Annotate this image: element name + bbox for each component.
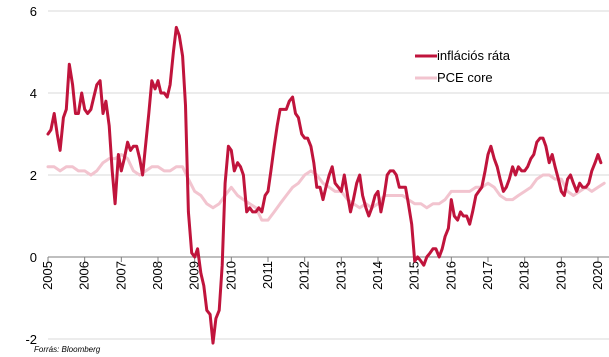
x-tick-label: 2010 (223, 261, 238, 290)
series-line-inflation (46, 25, 603, 345)
x-tick-label: 2009 (187, 261, 202, 290)
y-tick-label: 2 (30, 168, 37, 183)
series-lines (46, 25, 606, 345)
legend-label: PCE core (437, 70, 493, 85)
x-tick-label: 2017 (480, 261, 495, 290)
x-tick-label: 2018 (517, 261, 532, 290)
y-tick-label: 6 (30, 4, 37, 19)
x-tick-label: 2007 (113, 261, 128, 290)
x-tick-label: 2014 (370, 261, 385, 290)
x-tick-label: 2012 (297, 261, 312, 290)
x-tick-label: 2005 (40, 261, 55, 290)
x-tick-label: 2006 (77, 261, 92, 290)
x-tick-label: 2016 (443, 261, 458, 290)
source-note: Forrás: Bloomberg (34, 345, 101, 354)
x-tick-label: 2015 (407, 261, 422, 290)
y-axis: -2 0 2 4 6 (25, 4, 37, 347)
y-tick-label: 4 (30, 86, 37, 101)
y-tick-label: -2 (25, 332, 37, 347)
legend-label: inflációs ráta (437, 48, 511, 63)
x-tick-label: 2019 (553, 261, 568, 290)
x-tick-label: 2020 (590, 261, 605, 290)
x-tick-label: 2008 (150, 261, 165, 290)
legend: inflációs ráta PCE core (415, 48, 511, 85)
x-tick-label: 2013 (333, 261, 348, 290)
x-tick-label: 2011 (260, 261, 275, 289)
y-tick-label: 0 (30, 250, 37, 265)
x-axis: 2005 2006 2007 2008 2009 2010 2011 2012 2013 2014… (40, 257, 605, 290)
